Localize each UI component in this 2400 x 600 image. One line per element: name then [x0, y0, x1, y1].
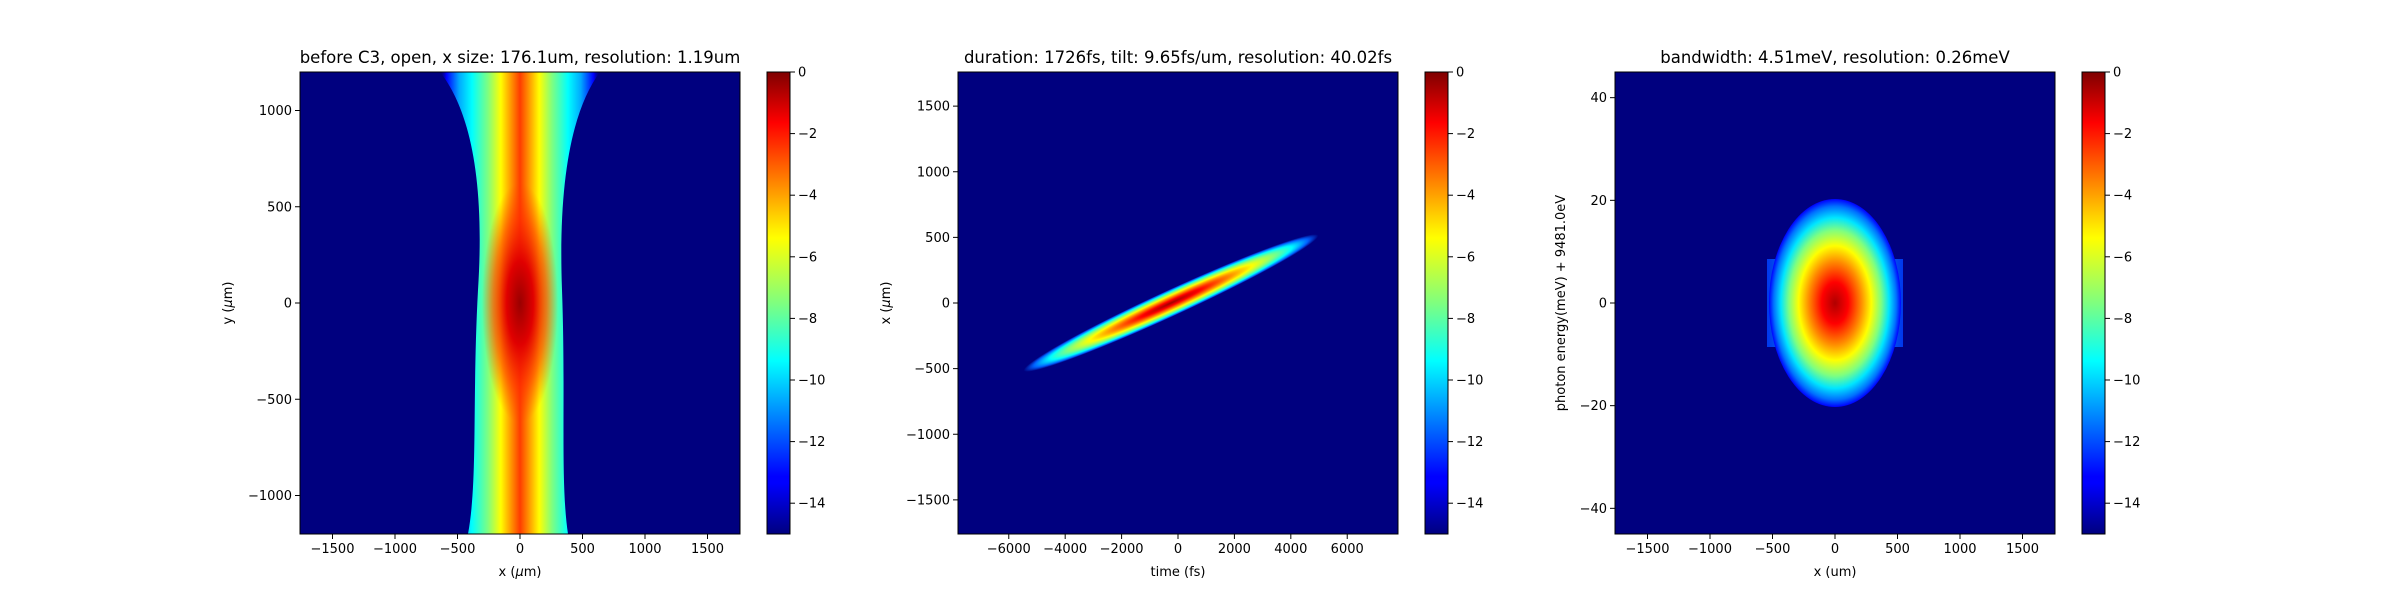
y-tick-label: −1000 [906, 428, 950, 443]
colorbar-2: 0 −2 −4 −6 −8 −10 −12 −14 [1424, 66, 1483, 535]
colorbar-tick-label: −8 [2113, 312, 2132, 327]
y-tick-label: 0 [1599, 297, 1607, 312]
x-tick-label: −500 [1755, 542, 1791, 557]
colorbar-tick-label: −6 [1456, 250, 1475, 265]
y-tick-label: −1000 [248, 489, 292, 504]
heatmap-2 [1023, 234, 1319, 372]
colorbar-tick-label: −14 [1456, 497, 1483, 512]
colorbar-tick-label: −8 [798, 312, 817, 327]
y-axis-2: −1500 −1000 −500 0 500 1000 1500 [906, 100, 958, 508]
x-tick-label: 500 [1885, 542, 1910, 557]
x-tick-label: 4000 [1274, 542, 1307, 557]
x-tick-label: 0 [516, 542, 524, 557]
x-tick-label: 0 [1831, 542, 1839, 557]
x-tick-label: −1000 [373, 542, 417, 557]
y-tick-label: 1000 [917, 165, 950, 180]
y-tick-label: 1000 [259, 104, 292, 119]
x-tick-label: 6000 [1331, 542, 1364, 557]
x-tick-label: 0 [1174, 542, 1182, 557]
y-tick-label: −40 [1580, 502, 1607, 517]
x-tick-label: −1500 [1626, 542, 1670, 557]
x-tick-label: −2000 [1100, 542, 1144, 557]
title-3: bandwidth: 4.51meV, resolution: 0.26meV [1660, 48, 2010, 67]
colorbar-tick-label: −2 [1456, 127, 1475, 142]
heatmap-1 [440, 72, 600, 534]
colorbar-tick-label: −4 [798, 189, 817, 204]
colorbar-1: 0 −2 −4 −6 −8 −10 −12 −14 [766, 66, 825, 535]
colorbar-tick-label: −12 [798, 435, 825, 450]
y-tick-label: 500 [267, 200, 292, 215]
y-label-3: photon energy(meV) + 9481.0eV [1554, 195, 1569, 412]
panel-2: duration: 1726fs, tilt: 9.65fs/um, resol… [879, 48, 1483, 580]
colorbar-tick-label: −2 [798, 127, 817, 142]
x-label-2: time (fs) [1151, 565, 1206, 580]
colorbar-tick-label: −8 [1456, 312, 1475, 327]
x-axis-3: −1500 −1000 −500 0 500 1000 1500 [1626, 534, 2039, 557]
y-tick-label: 1500 [917, 100, 950, 115]
y-axis-3: −40 −20 0 20 40 [1580, 91, 1615, 517]
y-label-2: x (μm) [879, 282, 894, 325]
x-axis-2: −6000 −4000 −2000 0 2000 4000 6000 [987, 534, 1364, 557]
colorbar-tick-label: −10 [798, 374, 825, 389]
colorbar-tick-label: 0 [798, 66, 806, 81]
x-tick-label: 2000 [1218, 542, 1251, 557]
colorbar-tick-label: −6 [798, 250, 817, 265]
title-1: before C3, open, x size: 176.1um, resolu… [300, 48, 741, 67]
colorbar-tick-label: −10 [1456, 374, 1483, 389]
x-tick-label: 500 [570, 542, 595, 557]
colorbar-tick-label: −10 [2113, 374, 2140, 389]
y-tick-label: −500 [914, 362, 950, 377]
colorbar-tick-label: −4 [2113, 189, 2132, 204]
colorbar-tick-label: −2 [2113, 127, 2132, 142]
colorbar-tick-label: −14 [798, 497, 825, 512]
x-tick-label: −4000 [1043, 542, 1087, 557]
colorbar-tick-label: 0 [1456, 66, 1464, 81]
colorbar-tick-label: −12 [2113, 435, 2140, 450]
beam-core [482, 183, 558, 423]
title-2: duration: 1726fs, tilt: 9.65fs/um, resol… [964, 48, 1392, 67]
panel-1: before C3, open, x size: 176.1um, resolu… [221, 48, 825, 580]
x-tick-label: −1500 [311, 542, 355, 557]
x-tick-label: 1000 [628, 542, 661, 557]
y-tick-label: 0 [942, 297, 950, 312]
x-tick-label: −6000 [987, 542, 1031, 557]
y-tick-label: −1500 [906, 493, 950, 508]
x-axis-1: −1500 −1000 −500 0 500 1000 1500 [311, 534, 724, 557]
spectrum-blob [1769, 199, 1901, 407]
colorbar-tick-label: 0 [2113, 66, 2121, 81]
y-tick-label: 500 [925, 231, 950, 246]
x-tick-label: 1000 [1943, 542, 1976, 557]
x-label-3: x (um) [1814, 565, 1857, 580]
y-axis-1: −1000 −500 0 500 1000 [248, 104, 300, 504]
x-tick-label: 1500 [2006, 542, 2039, 557]
colorbar-tick-label: −12 [1456, 435, 1483, 450]
x-tick-label: −500 [440, 542, 476, 557]
x-tick-label: −1000 [1688, 542, 1732, 557]
colorbar-tick-label: −14 [2113, 497, 2140, 512]
tilted-pulse [1023, 234, 1319, 372]
x-label-1: x (μm) [499, 565, 542, 580]
y-tick-label: −20 [1580, 399, 1607, 414]
x-tick-label: 1500 [691, 542, 724, 557]
y-tick-label: 20 [1590, 194, 1607, 209]
panel-3: bandwidth: 4.51meV, resolution: 0.26meV … [1554, 48, 2140, 580]
y-tick-label: −500 [256, 393, 292, 408]
y-tick-label: 0 [284, 297, 292, 312]
colorbar-tick-label: −6 [2113, 250, 2132, 265]
y-label-1: y (μm) [221, 282, 236, 325]
colorbar-tick-label: −4 [1456, 189, 1475, 204]
y-tick-label: 40 [1590, 91, 1607, 106]
heatmap-3 [1767, 199, 1903, 407]
colorbar-3: 0 −2 −4 −6 −8 −10 −12 −14 [2081, 66, 2140, 535]
